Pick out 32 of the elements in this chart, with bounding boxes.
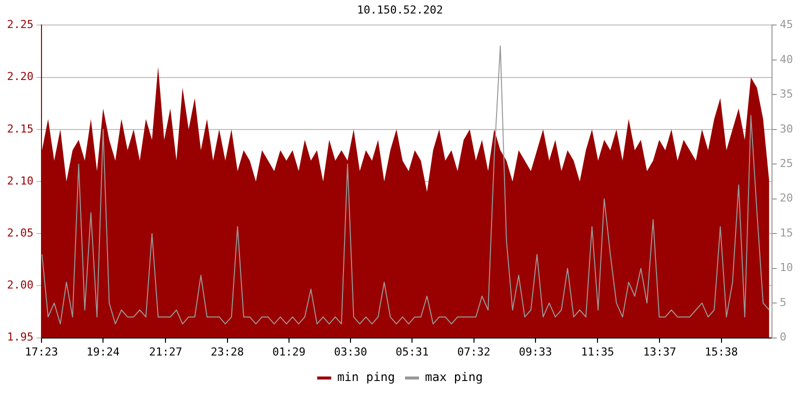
y2-tick-label: 0 bbox=[780, 330, 786, 344]
x-tick-label: 05:31 bbox=[396, 345, 429, 358]
x-tick-label: 17:23 bbox=[24, 345, 58, 358]
y-tick-label: 2.15 bbox=[6, 122, 34, 136]
y-tick-label: 2.20 bbox=[6, 70, 34, 84]
y2-tick-label: 20 bbox=[780, 192, 794, 205]
x-tick-label: 01:29 bbox=[272, 345, 306, 358]
x-tick-label: 13:37 bbox=[643, 345, 676, 358]
x-tick-label: 23:28 bbox=[210, 345, 244, 358]
y-tick-label: 2.00 bbox=[6, 278, 34, 292]
x-tick-label: 07:32 bbox=[457, 345, 490, 358]
x-tick-label: 03:30 bbox=[334, 345, 368, 358]
y2-tick-label: 30 bbox=[780, 122, 794, 136]
x-tick-label: 11:35 bbox=[581, 345, 614, 358]
legend-label: max ping bbox=[425, 370, 483, 384]
y-tick-label: 1.95 bbox=[6, 330, 34, 344]
y2-tick-label: 5 bbox=[780, 296, 786, 309]
y2-tick-label: 15 bbox=[780, 226, 794, 240]
legend-label: min ping bbox=[337, 370, 395, 384]
x-tick-label: 15:38 bbox=[704, 345, 738, 358]
y-tick-label: 2.25 bbox=[6, 18, 34, 32]
y2-tick-label: 45 bbox=[780, 18, 794, 32]
y2-tick-label: 40 bbox=[780, 52, 794, 66]
x-tick-label: 09:33 bbox=[518, 345, 552, 358]
y-tick-label: 2.05 bbox=[6, 226, 34, 240]
chart-title: 10.150.52.202 bbox=[356, 3, 444, 16]
y2-tick-label: 10 bbox=[780, 261, 794, 274]
x-tick-label: 19:24 bbox=[86, 345, 120, 358]
y2-tick-label: 35 bbox=[780, 88, 794, 101]
x-tick-label: 21:27 bbox=[149, 345, 182, 358]
y2-tick-label: 25 bbox=[780, 156, 794, 170]
y-tick-label: 2.10 bbox=[6, 174, 34, 188]
